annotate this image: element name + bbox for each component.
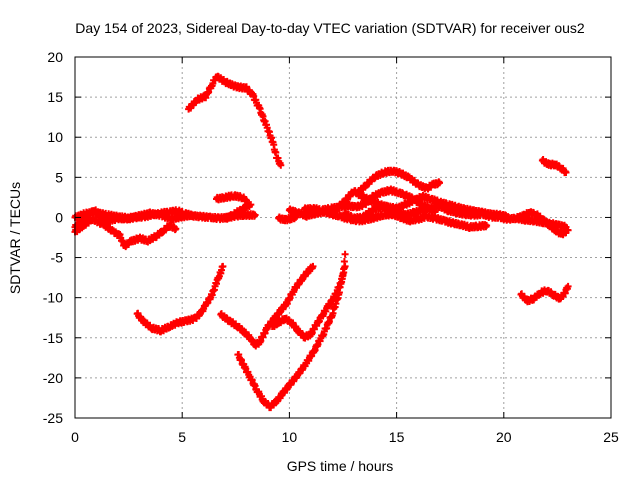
x-tick-label: 15 [389,429,405,445]
data-marks [517,282,572,306]
series-arc-neg-4 [268,262,349,342]
y-tick-label: -20 [43,370,63,386]
series-arc-mid-4 [333,187,512,222]
x-axis-title: GPS time / hours [287,458,394,474]
data-points-layer [71,72,572,412]
data-marks [221,200,255,223]
chart-title: Day 154 of 2023, Sidereal Day-to-day VTE… [75,20,585,36]
series-arc-mid-3 [285,205,491,232]
data-marks [234,250,349,412]
data-marks [275,213,300,225]
data-marks [285,205,491,232]
y-tick-label: 10 [47,129,63,145]
x-tick-label: 20 [496,429,512,445]
data-marks [133,262,227,336]
data-marks [185,72,285,169]
x-tick-label: 0 [71,429,79,445]
x-tick-label: 5 [178,429,186,445]
y-tick-label: 5 [55,169,63,185]
y-tick-label: -5 [51,250,64,266]
series-arc-neg-1 [133,262,227,336]
y-tick-label: 20 [47,49,63,65]
plot-frame [74,56,612,419]
series-arc-right-bottom [517,282,572,306]
y-tick-label: -15 [43,330,63,346]
series-arc-neg-3 [234,250,349,412]
data-marks [513,208,572,239]
y-tick-label: 15 [47,89,63,105]
series-arc-small-3 [275,213,300,225]
series-arc-peak-18 [185,72,285,169]
series-arc-small-2 [221,200,255,223]
series-arc-small-1 [213,191,250,205]
x-tick-label: 10 [282,429,298,445]
y-tick-label: 0 [55,209,63,225]
series-arc-right-top [538,156,570,177]
data-marks [538,156,570,177]
series-arc-right-end [513,208,572,239]
data-marks [268,262,349,342]
x-tick-label: 25 [603,429,619,445]
y-tick-label: -10 [43,290,63,306]
y-tick-label: -25 [43,410,63,426]
data-marks [333,187,512,222]
axis-ticks: 0 5 10 15 20 25 -25 -20 -15 -10 -5 0 5 10 15 20 [43,49,619,445]
y-axis-title: SDTVAR / TECUs [7,182,23,294]
data-marks [213,191,250,205]
